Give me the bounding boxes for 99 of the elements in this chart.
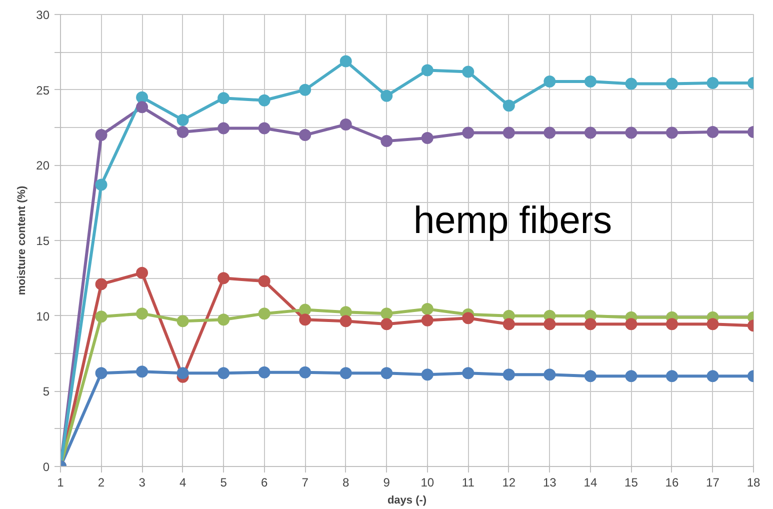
point bbox=[380, 367, 393, 380]
x-tick-label: 5 bbox=[220, 476, 228, 490]
y-tick-label: 25 bbox=[36, 83, 50, 98]
point bbox=[218, 272, 230, 284]
point bbox=[258, 366, 270, 378]
x-tick-label: 7 bbox=[302, 476, 309, 490]
point bbox=[258, 94, 270, 106]
point bbox=[502, 318, 515, 330]
point bbox=[95, 367, 108, 380]
point bbox=[625, 78, 638, 90]
x-tick-label: 10 bbox=[420, 476, 434, 490]
point bbox=[502, 368, 515, 381]
point bbox=[340, 367, 352, 380]
point bbox=[421, 132, 434, 144]
point bbox=[176, 367, 189, 380]
x-tick-label: 6 bbox=[260, 476, 268, 490]
point bbox=[95, 310, 108, 323]
point bbox=[218, 92, 230, 104]
point bbox=[544, 318, 556, 330]
point bbox=[421, 314, 434, 326]
point bbox=[421, 64, 434, 76]
point bbox=[95, 278, 108, 290]
y-tick-label: 20 bbox=[36, 158, 50, 173]
y-tick-label: 30 bbox=[36, 8, 50, 22]
point bbox=[666, 78, 678, 90]
point bbox=[299, 84, 312, 96]
x-tick-label: 9 bbox=[383, 476, 390, 490]
point bbox=[136, 266, 148, 279]
point bbox=[299, 314, 312, 326]
point bbox=[380, 308, 393, 320]
x-tick-label: 8 bbox=[342, 476, 350, 490]
point bbox=[462, 126, 474, 139]
point bbox=[625, 318, 638, 330]
point bbox=[666, 126, 678, 139]
point bbox=[299, 129, 312, 142]
y-tick-label: 15 bbox=[36, 234, 50, 248]
point bbox=[584, 126, 596, 139]
point bbox=[421, 303, 434, 316]
point bbox=[218, 122, 230, 134]
point bbox=[299, 304, 312, 316]
annotation: hemp fibers bbox=[414, 200, 612, 242]
point bbox=[380, 90, 393, 102]
x-tick-label: 13 bbox=[543, 476, 557, 490]
point bbox=[176, 315, 189, 328]
point bbox=[380, 318, 393, 330]
x-tick-label: 14 bbox=[584, 476, 598, 490]
x-tick-label: 15 bbox=[624, 476, 638, 490]
point bbox=[380, 135, 393, 148]
point bbox=[218, 314, 230, 326]
x-tick-label: 1 bbox=[57, 476, 64, 490]
point bbox=[544, 76, 556, 88]
point bbox=[502, 100, 515, 112]
point bbox=[176, 126, 189, 138]
x-axis-title: days (-) bbox=[387, 494, 427, 506]
point bbox=[258, 275, 270, 288]
point bbox=[136, 308, 148, 320]
point bbox=[544, 126, 556, 139]
point bbox=[95, 178, 108, 191]
point bbox=[706, 126, 719, 138]
y-tick-label: 5 bbox=[42, 384, 50, 399]
point bbox=[136, 91, 148, 104]
point bbox=[136, 101, 148, 114]
point bbox=[95, 129, 108, 142]
point bbox=[462, 66, 474, 78]
point bbox=[584, 318, 596, 330]
x-tick-label: 16 bbox=[665, 476, 679, 490]
point bbox=[666, 318, 678, 330]
x-tick-label: 17 bbox=[706, 476, 720, 490]
point bbox=[299, 366, 312, 378]
point bbox=[584, 370, 596, 382]
point bbox=[502, 126, 515, 139]
point bbox=[258, 308, 270, 320]
point bbox=[258, 122, 270, 134]
point bbox=[544, 368, 556, 381]
x-tick-label: 18 bbox=[746, 476, 760, 490]
x-tick-label: 2 bbox=[98, 476, 105, 490]
point bbox=[706, 77, 719, 90]
point bbox=[584, 76, 596, 88]
point bbox=[706, 318, 719, 330]
point bbox=[340, 118, 352, 130]
point bbox=[462, 367, 474, 380]
x-tick-label: 11 bbox=[462, 476, 475, 490]
point bbox=[706, 370, 719, 382]
x-tick-label: 4 bbox=[179, 476, 186, 490]
point bbox=[176, 114, 189, 126]
point bbox=[218, 367, 230, 380]
x-tick-label: 12 bbox=[502, 476, 516, 490]
x-tick-label: 3 bbox=[138, 476, 146, 490]
y-axis-title: moisture content (%) bbox=[16, 185, 28, 296]
point bbox=[421, 368, 434, 381]
point bbox=[625, 370, 638, 382]
point bbox=[625, 126, 638, 139]
point bbox=[340, 315, 352, 328]
point bbox=[666, 370, 678, 382]
point bbox=[136, 366, 148, 378]
point bbox=[462, 312, 474, 324]
y-tick-label: 10 bbox=[36, 309, 50, 324]
point bbox=[340, 55, 352, 68]
y-tick-label: 0 bbox=[42, 460, 50, 474]
